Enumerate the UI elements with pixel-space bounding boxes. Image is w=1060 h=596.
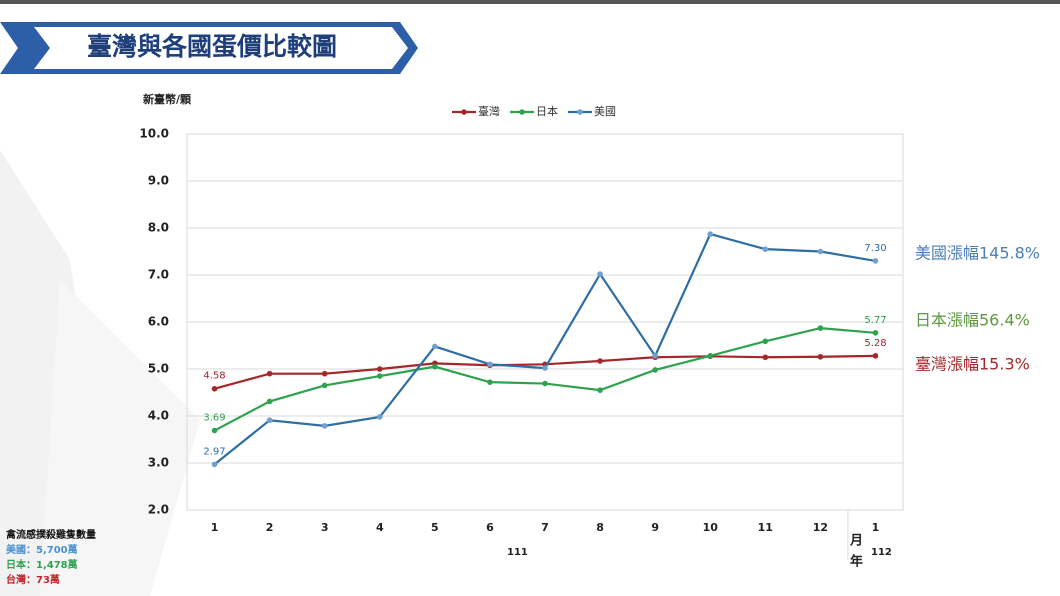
note-title: 禽流感撲殺雞隻數量 xyxy=(5,528,96,541)
chart-title: 臺灣與各國蛋價比較圖 xyxy=(87,32,337,61)
point xyxy=(542,380,548,387)
x-tick-label: 1 xyxy=(872,521,880,534)
y-tick-label: 4.0 xyxy=(148,409,169,423)
note-line: 美國：5,700萬 xyxy=(6,543,78,556)
data-label: 5.77 xyxy=(864,315,886,326)
y-tick-label: 6.0 xyxy=(148,315,169,329)
point xyxy=(597,271,603,277)
y-tick-label: 2.0 xyxy=(148,503,169,517)
data-label: 2.97 xyxy=(203,446,225,457)
x-axis-label: 月 xyxy=(849,534,863,549)
data-label: 4.58 xyxy=(203,371,225,382)
top-bar xyxy=(0,0,1060,4)
point xyxy=(817,325,824,331)
point xyxy=(652,367,658,373)
x-tick-label: 12 xyxy=(813,521,828,534)
point xyxy=(817,353,824,360)
point xyxy=(211,427,218,434)
x-tick-label: 5 xyxy=(431,521,439,534)
y-tick-label: 5.0 xyxy=(148,362,169,376)
series-line xyxy=(214,326,876,432)
legend-marker xyxy=(577,109,583,115)
annotation: 美國漲幅145.8% xyxy=(915,244,1040,263)
point xyxy=(707,231,714,237)
point xyxy=(597,358,603,364)
y-tick-label: 7.0 xyxy=(148,268,169,282)
point xyxy=(872,258,879,264)
x-tick-label: 4 xyxy=(376,521,384,534)
point xyxy=(266,370,273,377)
note-line: 台灣：73萬 xyxy=(6,573,60,586)
legend-label: 日本 xyxy=(536,104,558,118)
data-label: 7.30 xyxy=(864,243,886,254)
x-tick-label: 1 xyxy=(211,521,219,534)
legend-label: 美國 xyxy=(594,105,616,118)
point xyxy=(266,417,273,424)
legend-label: 臺灣 xyxy=(478,104,500,118)
plot-border xyxy=(186,133,904,511)
annotation: 臺灣漲幅15.3% xyxy=(915,355,1030,374)
x-tick-label: 6 xyxy=(486,521,494,534)
point xyxy=(542,365,548,371)
note-line: 日本：1,478萬 xyxy=(6,558,78,571)
point xyxy=(762,338,769,345)
point xyxy=(432,363,438,370)
x-tick-label: 8 xyxy=(596,521,604,534)
data-label: 3.69 xyxy=(203,413,225,424)
point xyxy=(762,354,769,361)
point xyxy=(817,248,824,255)
y-tick-label: 9.0 xyxy=(148,174,169,188)
x-tick-label: 3 xyxy=(321,521,329,534)
y-tick-label: 10.0 xyxy=(139,127,169,141)
y-tick-label: 3.0 xyxy=(148,456,169,470)
point xyxy=(872,353,879,359)
point xyxy=(432,343,438,350)
bg-shape xyxy=(40,280,200,596)
point xyxy=(487,361,493,368)
point xyxy=(597,387,603,393)
point xyxy=(211,385,218,392)
series-line xyxy=(213,232,876,466)
legend-marker xyxy=(461,109,467,115)
x-group-label: 112 xyxy=(871,547,892,558)
point xyxy=(321,382,328,389)
y-axis-label: 新臺幣/顆 xyxy=(143,92,192,106)
data-label: 5.28 xyxy=(864,338,886,349)
point xyxy=(376,373,383,379)
legend-marker xyxy=(519,109,525,115)
point xyxy=(376,414,383,420)
point xyxy=(376,366,383,372)
point xyxy=(321,370,328,377)
point xyxy=(872,330,879,336)
point xyxy=(321,423,328,429)
point xyxy=(211,461,218,468)
point xyxy=(487,379,493,385)
point xyxy=(762,246,769,252)
point xyxy=(266,398,273,405)
x-tick-label: 7 xyxy=(541,521,549,534)
title-box xyxy=(34,27,408,69)
annotation: 日本漲幅56.4% xyxy=(915,311,1030,330)
x-tick-label: 2 xyxy=(266,521,274,534)
y-tick-label: 8.0 xyxy=(148,221,169,235)
x-tick-label: 9 xyxy=(651,521,659,534)
x-tick-label: 10 xyxy=(703,521,719,534)
point xyxy=(707,353,714,359)
x-tick-label: 11 xyxy=(758,521,773,534)
x-axis-label: 年 xyxy=(850,554,863,570)
point xyxy=(652,353,658,359)
x-group-label: 111 xyxy=(507,547,528,558)
